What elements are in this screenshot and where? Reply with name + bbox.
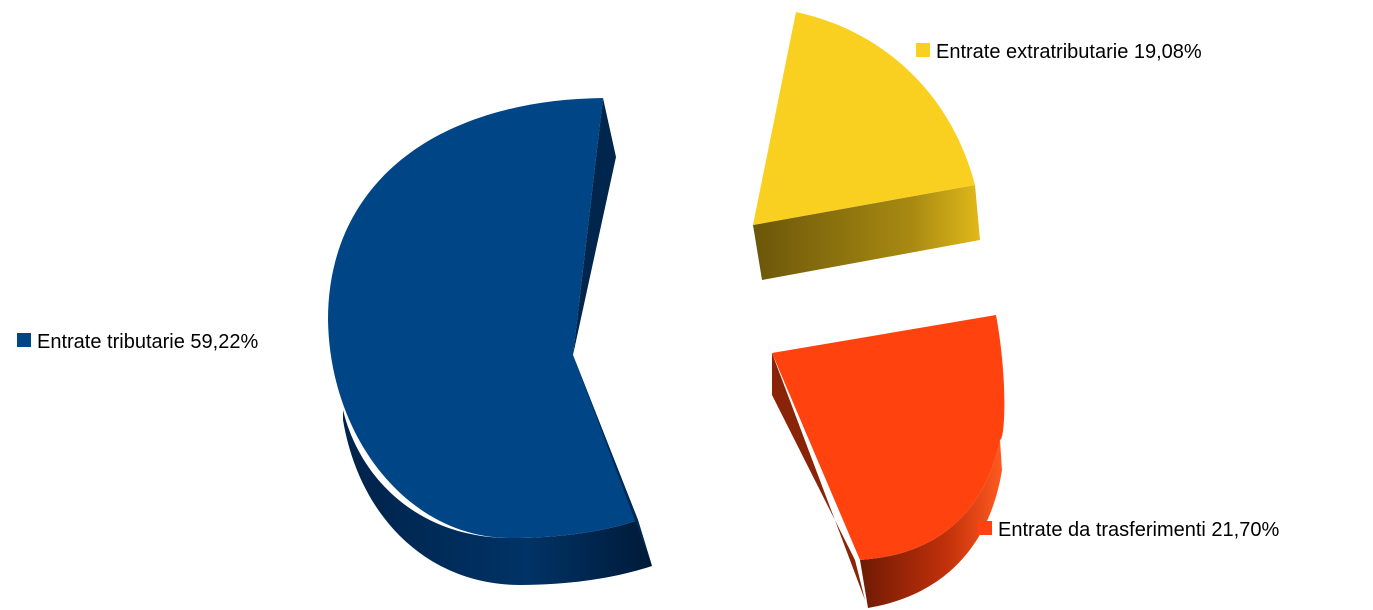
label-entrate-tributarie: Entrate tributarie 59,22% (17, 331, 258, 353)
slice-top (328, 98, 638, 538)
slice-top (772, 315, 1005, 560)
slice-entrate-tributarie (328, 98, 652, 585)
slice-top (753, 12, 975, 225)
slice-inner-wall (573, 98, 616, 355)
slice-label: Entrate extratributarie 19,08% (936, 41, 1202, 63)
slice-entrate-da-trasferimenti (772, 315, 1005, 608)
slice-side-wall (860, 440, 1002, 608)
label-entrate-extratributarie: Entrate extratributarie 19,08% (916, 41, 1202, 63)
legend-swatch-icon (17, 333, 31, 347)
slice-label: Entrate da trasferimenti 21,70% (998, 519, 1279, 541)
slice-inner-wall (772, 353, 865, 600)
slice-side-wall (343, 410, 652, 585)
legend-swatch-icon (978, 521, 992, 535)
slice-label: Entrate tributarie 59,22% (37, 331, 258, 353)
label-entrate-da-trasferimenti: Entrate da trasferimenti 21,70% (978, 519, 1279, 541)
slice-entrate-extratributarie (753, 12, 980, 280)
legend-swatch-icon (916, 43, 930, 57)
slice-side-wall (753, 185, 980, 280)
